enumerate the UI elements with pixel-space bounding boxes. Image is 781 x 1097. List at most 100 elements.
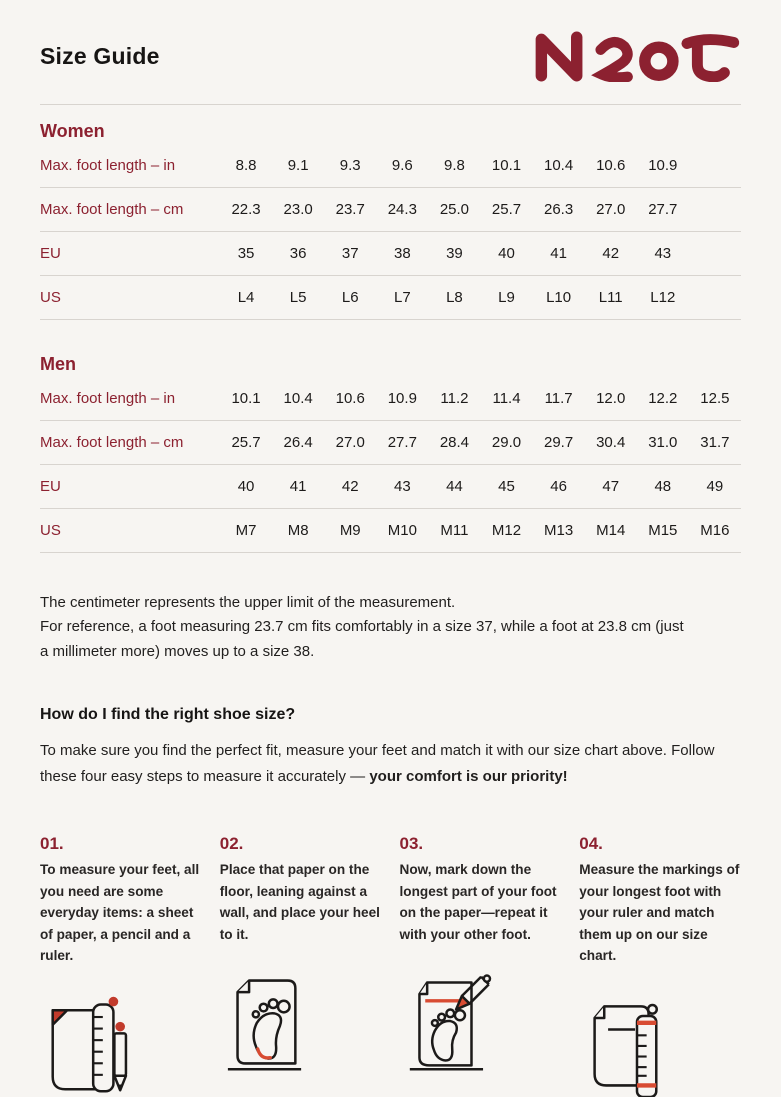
table-row-women-us: US L4 L5 L6 L7 L8 L9 L10 L11 L12 — [40, 276, 741, 320]
how-to-intro: To make sure you find the perfect fit, m… — [40, 738, 720, 791]
women-size-table: Women Max. foot length – in 8.8 9.1 9.3 9.6… — [40, 121, 741, 320]
size-value: 11.4 — [492, 390, 521, 407]
size-value: M10 — [387, 522, 417, 539]
size-value: L4 — [237, 289, 255, 306]
row-values: 8.8 9.1 9.3 9.6 9.8 10.1 10.4 10.6 10.9 — [220, 157, 689, 174]
page-header: Size Guide — [40, 0, 741, 105]
row-values: L4 L5 L6 L7 L8 L9 L10 L11 L12 — [220, 289, 689, 306]
paper-ruler-pencil-icon — [40, 991, 202, 1097]
size-value: 8.8 — [235, 157, 257, 174]
measuring-steps: 01. To measure your feet, all you need a… — [40, 834, 741, 1097]
size-value: 22.3 — [231, 201, 261, 218]
row-label: EU — [40, 478, 61, 495]
size-value: 30.4 — [596, 434, 626, 451]
size-value: 10.1 — [231, 390, 261, 407]
size-value: 43 — [393, 478, 411, 495]
size-value: 31.0 — [648, 434, 678, 451]
size-value: 40 — [498, 245, 515, 262]
size-value: 39 — [446, 245, 463, 262]
size-value: L5 — [289, 289, 307, 306]
paper-footprint-icon — [220, 969, 382, 1075]
step-1: 01. To measure your feet, all you need a… — [40, 834, 202, 1096]
size-value: 23.7 — [335, 201, 365, 218]
step-text: Measure the markings of your longest foo… — [579, 862, 740, 964]
women-heading: Women — [40, 121, 105, 141]
size-value: M13 — [544, 522, 574, 539]
size-value: L12 — [650, 289, 676, 306]
size-value: 10.9 — [648, 157, 678, 174]
size-value: 27.7 — [387, 434, 417, 451]
step-text: To measure your feet, all you need are s… — [40, 862, 200, 964]
size-value: M8 — [287, 522, 309, 539]
row-label: Max. foot length – in — [40, 157, 176, 174]
row-label: US — [40, 289, 61, 306]
size-value: M12 — [491, 522, 522, 539]
size-value: 44 — [446, 478, 463, 495]
men-size-table: Men Max. foot length – in 10.1 10.4 10.6 10… — [40, 354, 741, 553]
size-value: M14 — [596, 522, 626, 539]
measurement-note: The centimeter represents the upper limi… — [40, 591, 690, 664]
paper-ruler-marks-icon — [579, 991, 741, 1097]
size-value: 9.3 — [339, 157, 361, 174]
table-row-men-eu: EU 40 41 42 43 44 45 46 47 48 49 — [40, 465, 741, 509]
size-value: 9.6 — [391, 157, 413, 174]
row-values: 25.7 26.4 27.0 27.7 28.4 29.0 29.7 30.4 31.0 31.7 — [220, 434, 741, 451]
size-value: 11.7 — [544, 390, 573, 407]
size-value: 12.0 — [596, 390, 626, 407]
size-value: 40 — [237, 478, 255, 495]
how-to-intro-emphasis: your comfort is our priority! — [369, 768, 568, 786]
step-2: 02. Place that paper on the floor, leani… — [220, 834, 382, 1096]
size-value: 29.0 — [491, 434, 522, 451]
row-values: 22.3 23.0 23.7 24.3 25.0 25.7 26.3 27.0 27.7 — [220, 201, 689, 218]
table-row-men-inches: Max. foot length – in 10.1 10.4 10.6 10.9 11… — [40, 377, 741, 421]
size-value: L8 — [446, 289, 463, 306]
table-row-men-cm: Max. foot length – cm 25.7 26.4 27.0 27.7 28… — [40, 421, 741, 465]
size-value: 12.2 — [648, 390, 678, 407]
row-label: Max. foot length – in — [40, 390, 176, 407]
size-value: 42 — [341, 478, 359, 495]
size-value: 12.5 — [700, 390, 730, 407]
step-4: 04. Measure the markings of your longest… — [579, 834, 741, 1097]
page-title: Size Guide — [40, 42, 160, 69]
size-value: 49 — [706, 478, 724, 495]
size-value: 10.4 — [544, 157, 574, 174]
size-value: 36 — [289, 245, 307, 262]
step-text: Now, mark down the longest part of your … — [399, 862, 557, 942]
size-value: L7 — [393, 289, 411, 306]
step-text: Place that paper on the floor, leaning a… — [219, 862, 380, 942]
row-label: EU — [40, 245, 61, 262]
paper-footprint-pencil-icon — [400, 969, 562, 1075]
table-row-women-cm: Max. foot length – cm 22.3 23.0 23.7 24.3 25… — [40, 188, 741, 232]
size-value: M11 — [440, 522, 469, 539]
size-value: 45 — [498, 478, 515, 495]
size-value: M16 — [700, 522, 730, 539]
size-value: L10 — [546, 289, 572, 306]
how-to-intro-text: To make sure you find the perfect fit, m… — [40, 741, 715, 786]
size-value: 28.4 — [439, 434, 470, 451]
step-number: 01. — [40, 834, 64, 854]
men-heading: Men — [40, 354, 76, 374]
size-value: 25.0 — [439, 201, 470, 218]
table-row-women-eu: EU 35 36 37 38 39 40 41 42 43 — [40, 232, 741, 276]
size-value: 10.1 — [491, 157, 522, 174]
size-value: M9 — [339, 522, 361, 539]
size-value: 25.7 — [231, 434, 261, 451]
size-value: 42 — [602, 245, 620, 262]
table-row-men-us: US M7 M8 M9 M10 M11 M12 M13 M14 M15 M16 — [40, 509, 741, 553]
size-value: 43 — [654, 245, 672, 262]
how-to-heading: How do I find the right shoe size? — [40, 705, 296, 723]
size-value: 41 — [550, 245, 567, 262]
row-values: 35 36 37 38 39 40 41 42 43 — [220, 245, 689, 262]
note-line-2: For reference, a foot measuring 23.7 cm … — [40, 618, 684, 660]
row-label: Max. foot length – cm — [40, 434, 184, 451]
size-value: 26.3 — [544, 201, 574, 218]
size-value: 48 — [654, 478, 672, 495]
size-value: 10.6 — [335, 390, 365, 407]
size-value: M15 — [648, 522, 678, 539]
size-value: 27.7 — [648, 201, 678, 218]
size-value: 37 — [341, 245, 359, 262]
row-values: 40 41 42 43 44 45 46 47 48 49 — [220, 478, 741, 495]
step-number: 02. — [219, 834, 244, 854]
table-row-women-inches: Max. foot length – in 8.8 9.1 9.3 9.6 9.8 10.… — [40, 144, 741, 188]
